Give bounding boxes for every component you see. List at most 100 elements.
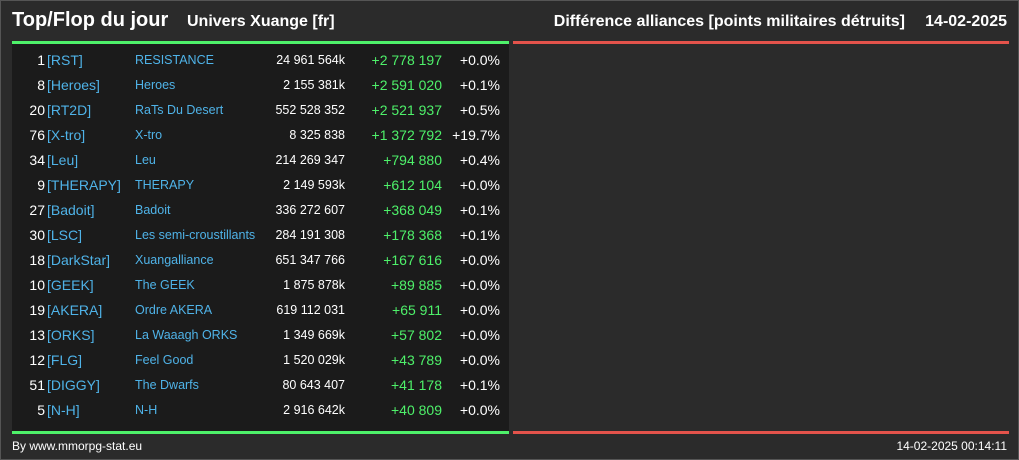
table-row: 30 [LSC] Les semi-croustillants 284 191 308… — [12, 223, 509, 248]
table-row: 51 [DIGGY] The Dwarfs 80 643 407 +41 178 +0.1… — [12, 373, 509, 398]
alliance-name[interactable]: Ordre AKERA — [135, 303, 213, 317]
alliance-rank: 76 — [29, 127, 45, 143]
percent-change: +0.1% — [459, 202, 500, 218]
alliance-points: 8 325 838 — [289, 128, 345, 142]
alliance-rank: 13 — [29, 327, 45, 343]
alliance-name[interactable]: Feel Good — [135, 353, 194, 367]
table-row: 1 [RST] RESISTANCE 24 961 564k +2 778 197 +0.… — [12, 48, 509, 73]
points-difference: +794 880 — [383, 152, 442, 168]
alliance-name[interactable]: Heroes — [135, 78, 176, 92]
alliance-name[interactable]: Leu — [135, 153, 156, 167]
percent-change: +0.1% — [459, 77, 500, 93]
alliance-rank: 12 — [29, 352, 45, 368]
alliance-rank: 34 — [29, 152, 45, 168]
header-date: 14-02-2025 — [925, 13, 1007, 30]
percent-change: +0.0% — [459, 177, 500, 193]
alliance-name[interactable]: The Dwarfs — [135, 378, 199, 392]
alliance-rank: 30 — [29, 227, 45, 243]
points-difference: +65 911 — [392, 302, 442, 318]
alliance-rank: 9 — [37, 177, 45, 193]
points-difference: +178 368 — [383, 227, 442, 243]
table-row: 18 [DarkStar] Xuangalliance 651 347 766 +167… — [12, 248, 509, 273]
alliance-points: 2 155 381k — [283, 78, 345, 92]
alliance-name[interactable]: RESISTANCE — [135, 53, 214, 67]
alliance-points: 1 349 669k — [283, 328, 345, 342]
alliance-rank: 8 — [37, 77, 45, 93]
table-row: 12 [FLG] Feel Good 1 520 029k +43 789 +0.0% — [12, 348, 509, 373]
alliance-tag[interactable]: [FLG] — [47, 352, 83, 368]
alliance-tag[interactable]: [X-tro] — [47, 127, 86, 143]
points-difference: +40 809 — [391, 402, 442, 418]
alliance-tag[interactable]: [Badoit] — [47, 202, 95, 218]
alliance-rank: 18 — [29, 252, 45, 268]
points-difference: +2 778 197 — [371, 52, 442, 68]
table-row: 5 [N-H] N-H 2 916 642k +40 809 +0.0% — [12, 398, 509, 423]
alliance-tag[interactable]: [ORKS] — [47, 327, 95, 343]
alliance-name[interactable]: THERAPY — [135, 178, 195, 192]
points-difference: +1 372 792 — [371, 127, 442, 143]
percent-change: +0.0% — [459, 402, 500, 418]
points-difference: +41 178 — [391, 377, 442, 393]
points-difference: +2 521 937 — [371, 102, 442, 118]
alliance-name[interactable]: N-H — [135, 403, 158, 417]
alliance-points: 1 875 878k — [283, 278, 345, 292]
alliance-tag[interactable]: [DarkStar] — [47, 252, 111, 268]
alliance-name[interactable]: La Waaagh ORKS — [135, 328, 238, 342]
points-difference: +57 802 — [391, 327, 442, 343]
percent-change: +0.1% — [459, 227, 500, 243]
percent-change: +0.0% — [459, 277, 500, 293]
percent-change: +19.7% — [452, 127, 500, 143]
percent-change: +0.0% — [459, 252, 500, 268]
alliance-points: 651 347 766 — [275, 253, 345, 267]
alliance-name[interactable]: The GEEK — [135, 278, 195, 292]
alliance-name[interactable]: RaTs Du Desert — [135, 103, 224, 117]
alliance-points: 552 528 352 — [275, 103, 345, 117]
table-row: 10 [GEEK] The GEEK 1 875 878k +89 885 +0.0% — [12, 273, 509, 298]
alliance-tag[interactable]: [LSC] — [47, 227, 83, 243]
points-difference: +2 591 020 — [371, 77, 442, 93]
alliance-tag[interactable]: [GEEK] — [47, 277, 94, 293]
alliance-rank: 51 — [29, 377, 45, 393]
alliance-tag[interactable]: [N-H] — [47, 402, 80, 418]
alliance-tag[interactable]: [RT2D] — [47, 102, 92, 118]
alliance-name[interactable]: Les semi-croustillants — [135, 228, 256, 242]
alliance-rank: 19 — [29, 302, 45, 318]
table-row: 27 [Badoit] Badoit 336 272 607 +368 049 +0.1% — [12, 198, 509, 223]
top-gainers-table: 1 [RST] RESISTANCE 24 961 564k +2 778 197 +0.… — [12, 44, 509, 431]
alliance-points: 214 269 347 — [275, 153, 345, 167]
alliance-rank: 27 — [29, 202, 45, 218]
alliance-tag[interactable]: [AKERA] — [47, 302, 103, 318]
bottom-losers-divider — [513, 431, 1009, 434]
alliance-name[interactable]: Badoit — [135, 203, 171, 217]
alliance-points: 284 191 308 — [275, 228, 345, 242]
alliance-tag[interactable]: [THERAPY] — [47, 177, 121, 193]
alliance-name[interactable]: X-tro — [135, 128, 163, 142]
alliance-tag[interactable]: [Leu] — [47, 152, 79, 168]
percent-change: +0.0% — [459, 327, 500, 343]
universe-label: Univers Xuange [fr] — [187, 13, 335, 30]
bottom-gainers-divider — [12, 431, 509, 434]
top-gainers-divider — [12, 41, 509, 44]
site-credit: By www.mmorpg-stat.eu — [12, 439, 143, 453]
alliance-points: 1 520 029k — [283, 353, 345, 367]
alliance-tag[interactable]: [DIGGY] — [47, 377, 100, 393]
alliance-points: 80 643 407 — [282, 378, 345, 392]
table-row: 76 [X-tro] X-tro 8 325 838 +1 372 792 +19.7% — [12, 123, 509, 148]
top-losers-divider — [513, 41, 1009, 44]
ranking-subtitle: Différence alliances [points militaires … — [553, 13, 905, 30]
percent-change: +0.4% — [459, 152, 500, 168]
points-difference: +612 104 — [383, 177, 442, 193]
top-losers-table — [513, 44, 1009, 431]
alliance-rank: 5 — [37, 402, 45, 418]
alliance-tag[interactable]: [Heroes] — [47, 77, 100, 93]
table-row: 13 [ORKS] La Waaagh ORKS 1 349 669k +57 802 +… — [12, 323, 509, 348]
alliance-points: 24 961 564k — [276, 53, 345, 67]
table-row: 34 [Leu] Leu 214 269 347 +794 880 +0.4% — [12, 148, 509, 173]
alliance-tag[interactable]: [RST] — [47, 52, 83, 68]
alliance-name[interactable]: Xuangalliance — [135, 253, 214, 267]
table-row: 20 [RT2D] RaTs Du Desert 552 528 352 +2 521 … — [12, 98, 509, 123]
percent-change: +0.1% — [459, 377, 500, 393]
alliance-rank: 1 — [37, 52, 45, 68]
table-row: 8 [Heroes] Heroes 2 155 381k +2 591 020 +0.1% — [12, 73, 509, 98]
